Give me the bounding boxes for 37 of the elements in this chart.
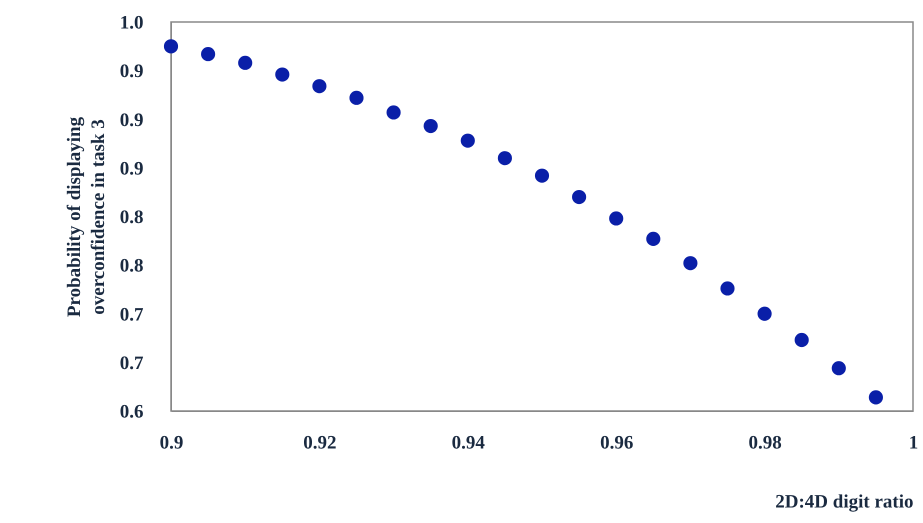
x-tick-label: 0.98 bbox=[748, 432, 782, 454]
point bbox=[758, 306, 772, 321]
y-tick-label: 0.7 bbox=[120, 304, 144, 326]
x-tick-label: 0.94 bbox=[452, 432, 486, 454]
point bbox=[386, 105, 401, 120]
point bbox=[238, 56, 252, 70]
point bbox=[460, 134, 475, 148]
x-tick-label: 0.92 bbox=[303, 432, 337, 454]
y-tick-label: 0.8 bbox=[120, 207, 144, 228]
point bbox=[646, 232, 660, 246]
point bbox=[832, 361, 846, 376]
point bbox=[201, 47, 216, 62]
y-axis-title: Probability of displaying overconfidence in task 3 bbox=[64, 116, 109, 318]
y-tick-label: 0.8 bbox=[120, 256, 144, 277]
y-tick-label: 0.6 bbox=[120, 402, 144, 422]
point bbox=[498, 151, 512, 166]
y-tick-label: 0.9 bbox=[120, 158, 144, 180]
x-tick-label: 1 bbox=[908, 432, 918, 454]
point bbox=[424, 119, 438, 134]
y-tick-label: 0.7 bbox=[120, 352, 144, 374]
point bbox=[720, 281, 735, 296]
point bbox=[164, 39, 178, 54]
y-tick-label: 0.9 bbox=[120, 110, 144, 131]
point bbox=[534, 168, 550, 183]
y-tick-label: 0.9 bbox=[120, 61, 144, 82]
point bbox=[572, 190, 586, 204]
point bbox=[349, 90, 364, 105]
point bbox=[868, 390, 883, 404]
point bbox=[683, 256, 698, 270]
y-tick-label: 1.0 bbox=[120, 12, 144, 34]
point bbox=[275, 67, 290, 82]
point bbox=[312, 79, 326, 94]
x-tick-label: 0.96 bbox=[600, 432, 634, 454]
x-tick-label: 0.9 bbox=[160, 432, 184, 454]
point bbox=[794, 332, 809, 348]
x-axis-title: 2D:4D digit ratio bbox=[775, 492, 914, 512]
point bbox=[609, 211, 624, 226]
